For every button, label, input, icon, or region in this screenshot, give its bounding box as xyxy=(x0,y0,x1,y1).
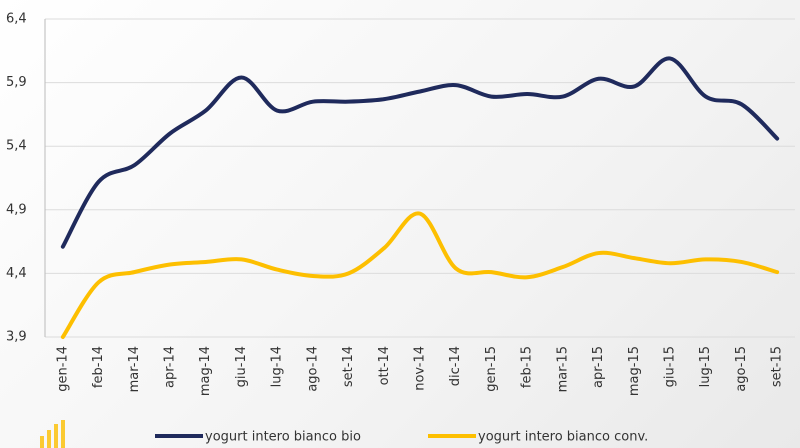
x-tick-label: mag-15 xyxy=(627,346,642,396)
x-tick-label: giu-15 xyxy=(663,346,678,387)
x-tick-label: mag-14 xyxy=(198,346,213,396)
x-tick-label: giu-14 xyxy=(234,346,249,387)
x-tick-label: gen-14 xyxy=(55,346,70,392)
y-tick-label: 3,9 xyxy=(6,330,27,345)
series-line xyxy=(60,211,780,339)
y-tick-label: 5,9 xyxy=(6,75,27,90)
x-tick-label: ott-14 xyxy=(377,346,392,385)
y-tick-label: 6,4 xyxy=(6,12,27,27)
x-tick-label: feb-15 xyxy=(520,346,535,388)
legend-label: yogurt intero bianco bio xyxy=(205,430,361,445)
x-tick-label: nov-14 xyxy=(413,346,428,391)
x-tick-label: ago-14 xyxy=(305,346,320,392)
x-tick-label: set-14 xyxy=(341,346,356,387)
x-tick-label: lug-14 xyxy=(270,346,285,387)
y-tick-label: 5,4 xyxy=(6,139,27,154)
x-tick-label: apr-14 xyxy=(163,346,178,388)
legend-label: yogurt intero bianco conv. xyxy=(478,430,648,445)
y-tick-label: 4,4 xyxy=(6,266,27,281)
x-tick-label: apr-15 xyxy=(591,346,606,388)
x-tick-label: feb-14 xyxy=(91,346,106,388)
x-tick-label: dic-14 xyxy=(448,346,463,386)
logo xyxy=(40,420,65,448)
x-tick-label: ago-15 xyxy=(734,346,749,392)
x-tick-label: lug-15 xyxy=(698,346,713,387)
series-line xyxy=(60,56,780,249)
x-tick-label: mar-15 xyxy=(555,346,570,392)
y-tick-label: 4,9 xyxy=(6,202,27,217)
x-tick-label: gen-15 xyxy=(484,346,499,392)
x-tick-label: mar-14 xyxy=(127,346,142,392)
x-tick-label: set-15 xyxy=(770,346,785,387)
